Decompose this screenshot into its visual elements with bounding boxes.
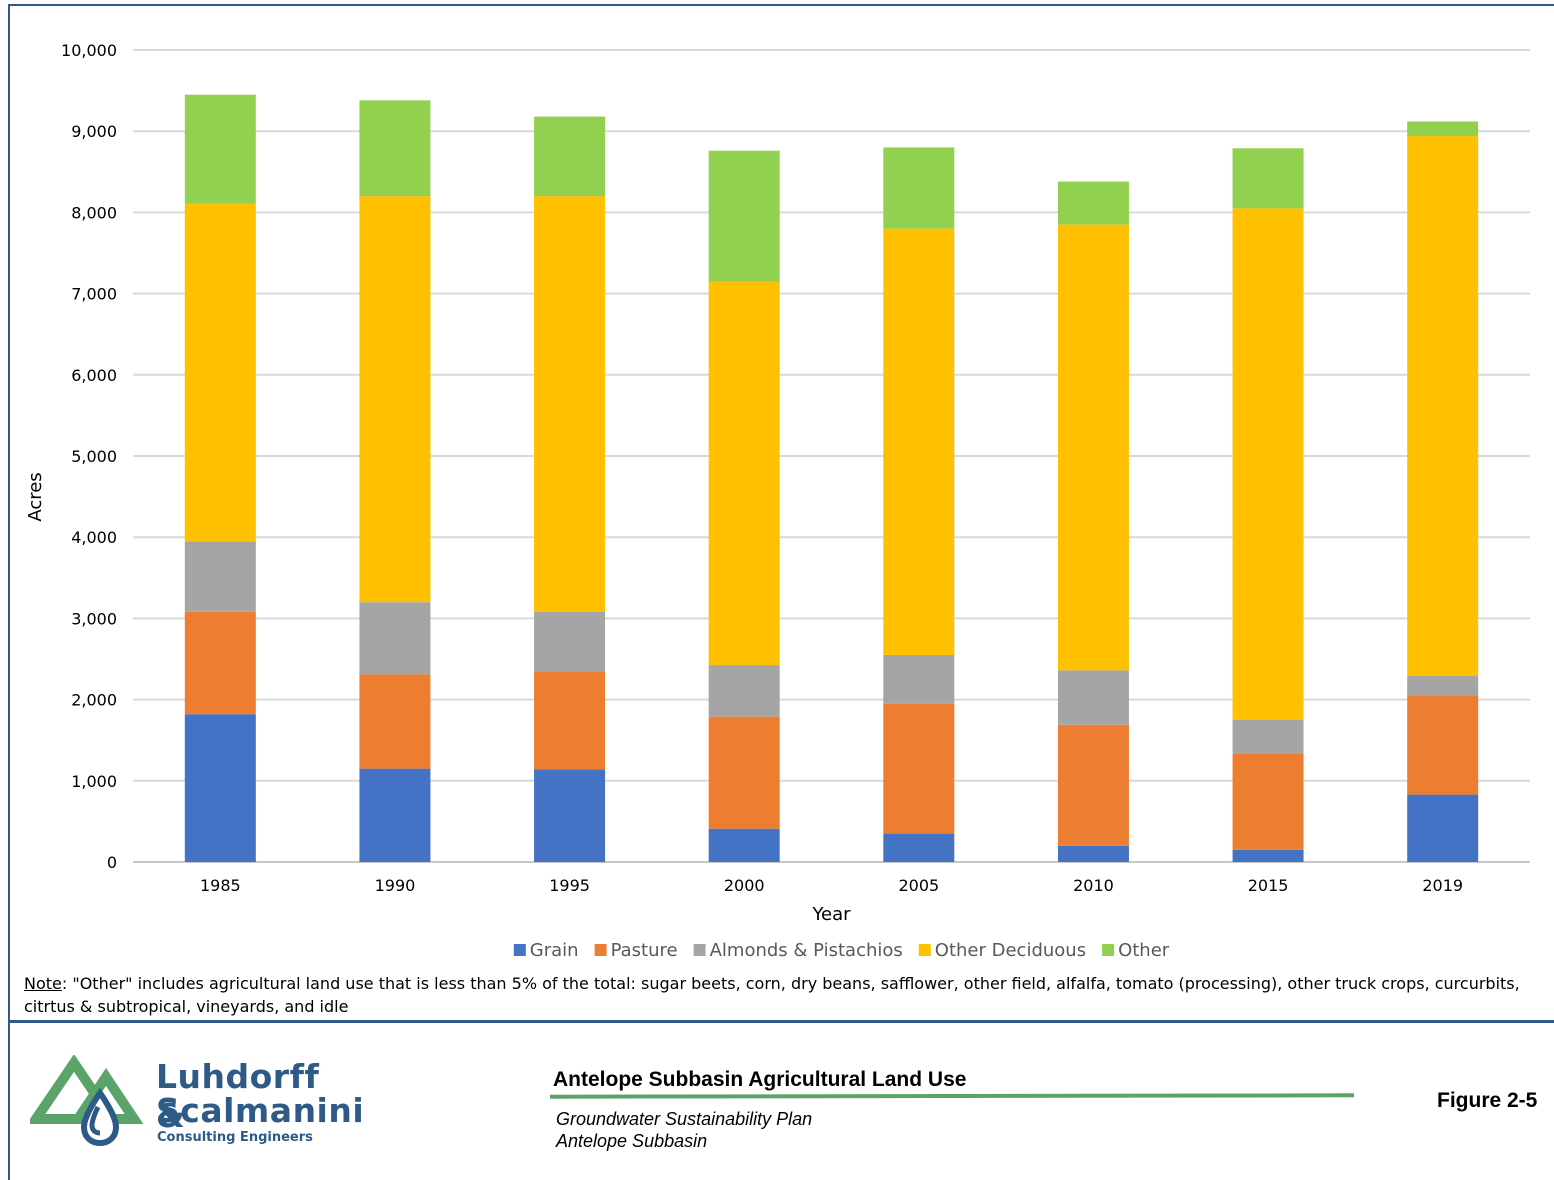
bar-segment	[1057, 724, 1129, 846]
y-tick-label: 2,000	[71, 691, 117, 710]
x-axis-title: Year	[811, 904, 851, 925]
bar-segment	[883, 833, 955, 862]
bar-segment	[359, 768, 431, 862]
bar-segment	[1057, 670, 1129, 725]
bar-segment	[1232, 208, 1304, 720]
legend-label: Other	[1118, 940, 1170, 961]
footer-divider	[10, 1020, 1554, 1023]
bar-segment	[1232, 849, 1304, 862]
y-tick-label: 6,000	[71, 366, 117, 385]
bar-segment	[184, 203, 256, 542]
company-logo: Luhdorff & Scalmanini Consulting Enginee…	[30, 1055, 364, 1155]
y-tick-label: 4,000	[71, 528, 117, 547]
bar-segment	[359, 196, 431, 603]
bar-segment	[883, 147, 955, 229]
x-tick-label: 1990	[375, 876, 416, 895]
bar-segment	[184, 611, 256, 715]
logo-mark-icon	[30, 1055, 144, 1147]
bar-segment	[534, 671, 606, 770]
bar-segment	[708, 665, 780, 717]
bar-segment	[359, 100, 431, 197]
bar-segment	[1407, 121, 1479, 137]
chart-note: Note: "Other" includes agricultural land…	[24, 972, 1534, 1018]
bar-segment	[534, 196, 606, 612]
bar-segment	[184, 541, 256, 612]
legend-label: Almonds & Pistachios	[710, 940, 903, 961]
bar-segment	[708, 716, 780, 829]
y-tick-label: 7,000	[71, 285, 117, 304]
y-tick-label: 5,000	[71, 447, 117, 466]
bar-segment	[359, 674, 431, 769]
legend-label: Grain	[530, 940, 579, 961]
bar-segment	[1407, 136, 1479, 677]
legend-swatch	[513, 944, 526, 956]
figure-subtitle-1: Groundwater Sustainability Plan	[556, 1109, 813, 1129]
bar-segment	[883, 654, 955, 704]
x-tick-label: 2010	[1073, 876, 1114, 895]
bar-segment	[184, 94, 256, 204]
figure-title: Antelope Subbasin Agricultural Land Use	[553, 1068, 967, 1091]
legend-swatch	[594, 944, 607, 956]
firm-name-line1: Luhdorff &	[156, 1057, 320, 1135]
bar-segment	[1407, 794, 1479, 862]
note-label: Note	[24, 974, 62, 993]
figure-number: Figure 2-5	[1437, 1089, 1538, 1112]
bar-segment	[1232, 148, 1304, 209]
bar-segment	[534, 116, 606, 197]
y-tick-label: 8,000	[71, 203, 117, 222]
legend-label: Pasture	[611, 940, 678, 961]
note-text: : "Other" includes agricultural land use…	[24, 974, 1520, 1016]
x-tick-label: 1985	[200, 876, 241, 895]
bar-segment	[1057, 181, 1129, 225]
firm-name-line2: Scalmanini	[156, 1091, 365, 1130]
x-tick-label: 2015	[1248, 876, 1289, 895]
y-tick-label: 0	[107, 853, 117, 872]
y-tick-label: 3,000	[71, 609, 117, 628]
legend-label: Other Deciduous	[935, 940, 1086, 961]
bar-segment	[1407, 695, 1479, 795]
figure-subtitle-2: Antelope Subbasin	[556, 1131, 708, 1151]
bar-segment	[184, 714, 256, 862]
stacked-bar-chart: 0 1,000 2,000 3,000 4,000 5,000 6,000 7,000 8,00…	[25, 41, 1530, 961]
legend-swatch	[1102, 944, 1115, 956]
bar-segment	[708, 281, 780, 666]
x-tick-label: 2005	[898, 876, 939, 895]
bar-segment	[708, 150, 780, 282]
x-tick-label: 2000	[724, 876, 765, 895]
bar-segment	[1232, 753, 1304, 850]
y-tick-label: 10,000	[61, 41, 117, 60]
bar-segment	[708, 828, 780, 862]
page-frame	[8, 4, 1554, 1180]
bar-segment	[1232, 719, 1304, 754]
x-tick-label: 1995	[549, 876, 590, 895]
bar-segment	[883, 228, 955, 655]
legend: Grain Pasture Almonds & Pistachios Other De…	[513, 940, 1170, 961]
bar-segment	[534, 611, 606, 672]
y-axis-title: Acres	[25, 472, 46, 521]
firm-name-line3: Consulting Engineers	[157, 1130, 313, 1145]
legend-swatch	[918, 944, 931, 956]
y-tick-label: 9,000	[71, 122, 117, 141]
bar-segment	[534, 769, 606, 862]
bar-segment	[359, 602, 431, 675]
bar-segment	[1407, 676, 1479, 696]
bar-segment	[1057, 224, 1129, 671]
bar-segment	[1057, 845, 1129, 862]
legend-swatch	[693, 944, 706, 956]
bar-segment	[883, 703, 955, 834]
y-tick-label: 1,000	[71, 772, 117, 791]
x-tick-label: 2019	[1422, 876, 1463, 895]
